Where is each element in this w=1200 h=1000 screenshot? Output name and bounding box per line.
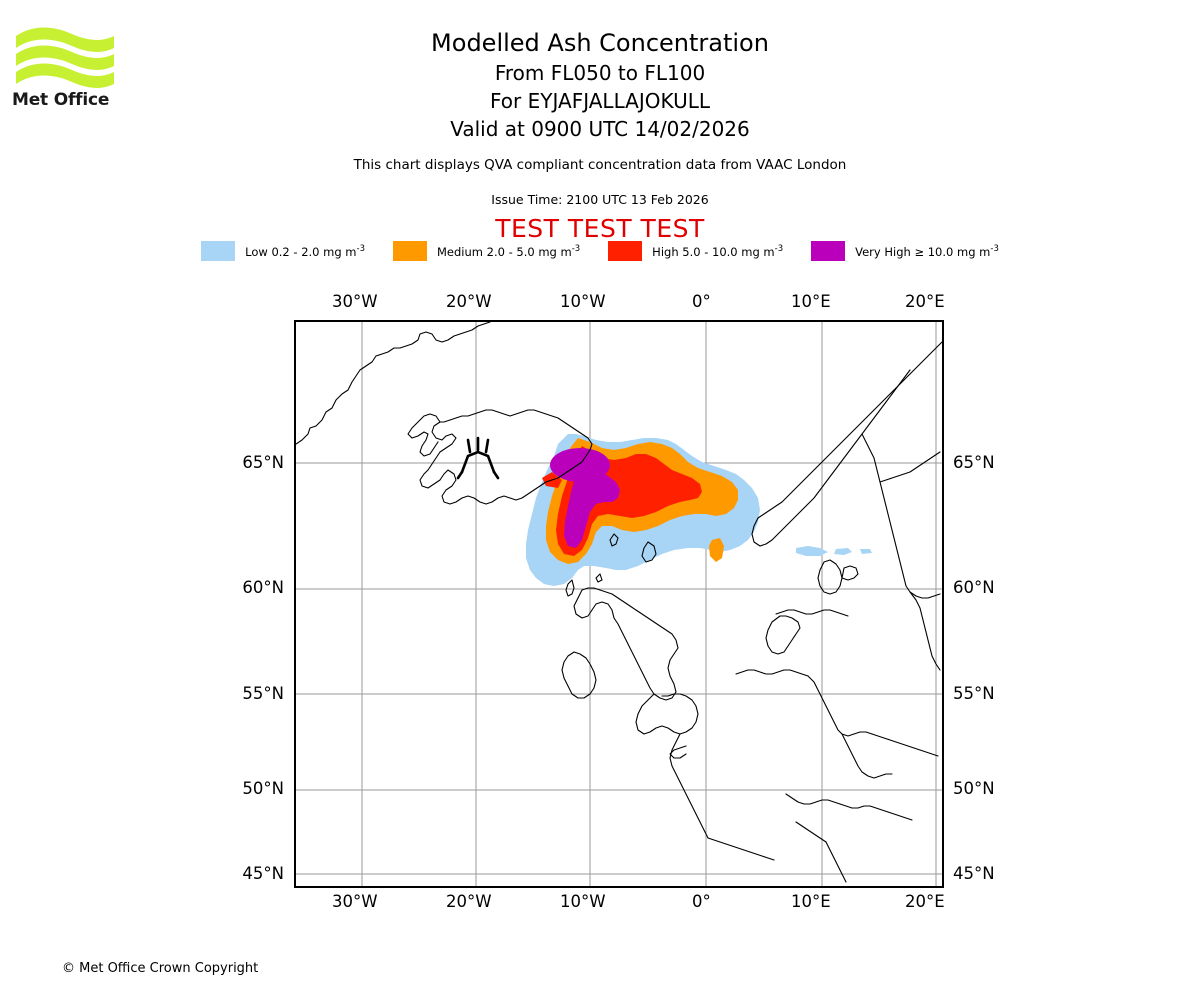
coastline-italy-north	[795, 821, 827, 843]
met-office-wave-logo	[16, 27, 114, 88]
border-germany	[807, 675, 873, 737]
lat-label-right-45: 45°N	[953, 864, 995, 883]
legend-item-medium: Medium 2.0 - 5.0 mg m-3	[392, 241, 581, 261]
coastline-scandinavia-south	[879, 451, 941, 483]
lon-label-bottom-3: 0°	[692, 892, 711, 911]
test-banner: TEST TEST TEST	[495, 214, 705, 243]
coastline-ireland	[561, 651, 597, 699]
ash-streak-east	[796, 546, 828, 556]
border-czech	[841, 733, 893, 779]
coastline-france-south	[707, 837, 775, 861]
met-office-logo	[14, 22, 124, 112]
legend-swatch-low	[201, 241, 236, 261]
ash-patch-orange-se	[709, 538, 724, 562]
lon-label-top-5: 20°E	[905, 292, 945, 311]
brand-name: Met Office	[12, 90, 110, 110]
graticule-grid	[296, 322, 942, 886]
lon-label-top-3: 0°	[692, 292, 711, 311]
chart-title-block: Modelled Ash Concentration From FL050 to…	[0, 28, 1200, 143]
coastline-continental-nw	[775, 609, 849, 617]
lat-label-right-60: 60°N	[953, 578, 995, 597]
legend-item-high: High 5.0 - 10.0 mg m-3	[608, 241, 783, 261]
coastlines	[296, 322, 942, 883]
coastline-iceland-westfjords	[407, 413, 441, 457]
page-title: Modelled Ash Concentration	[431, 29, 769, 57]
coastline-scotland	[573, 587, 679, 701]
lat-label-right-50: 50°N	[953, 779, 995, 798]
lat-label-left-50: 50°N	[242, 779, 284, 798]
lon-label-bottom-2: 10°W	[560, 892, 606, 911]
coastline-denmark	[817, 559, 843, 595]
coastline-shetland	[609, 533, 619, 547]
border-austria-hungary	[851, 805, 913, 821]
lat-label-right-65: 65°N	[953, 453, 995, 472]
lon-label-bottom-1: 20°W	[446, 892, 492, 911]
lon-label-bottom-5: 20°E	[905, 892, 945, 911]
legend-swatch-medium	[392, 241, 427, 261]
legend-label-high: High 5.0 - 10.0 mg m-3	[652, 243, 784, 259]
ash-streak-east-2	[834, 548, 852, 555]
coastline-adriatic	[825, 841, 847, 883]
lon-label-top-0: 30°W	[332, 292, 378, 311]
map-canvas	[296, 322, 942, 886]
lon-label-top-2: 10°W	[560, 292, 606, 311]
coastline-iceland	[419, 409, 593, 505]
coastline-norway-coast-inner	[751, 369, 911, 547]
coastline-hebrides	[565, 579, 575, 597]
volcano-icon	[456, 436, 500, 480]
lat-label-left-60: 60°N	[242, 578, 284, 597]
map-frame	[294, 320, 944, 888]
ash-plume-contours	[526, 434, 872, 586]
coastline-belgium-france-n	[735, 669, 809, 677]
lon-label-bottom-4: 10°E	[791, 892, 831, 911]
legend-item-low: Low 0.2 - 2.0 mg m-3	[201, 241, 365, 261]
legend-label-medium: Medium 2.0 - 5.0 mg m-3	[436, 243, 581, 259]
lon-label-top-4: 10°E	[791, 292, 831, 311]
volcano-name-line: For EYJAFJALLAJOKULL	[490, 89, 710, 113]
border-poland	[871, 733, 939, 757]
issue-time: Issue Time: 2100 UTC 13 Feb 2026	[491, 192, 709, 207]
qva-note: This chart displays QVA compliant concen…	[353, 157, 847, 173]
coastline-sweden-baltic	[861, 433, 941, 599]
coastline-france-brittany	[669, 745, 687, 759]
legend-label-low: Low 0.2 - 2.0 mg m-3	[245, 243, 365, 259]
coastline-great-britain	[641, 541, 657, 563]
coastline-greenland	[296, 322, 491, 445]
lat-label-left-55: 55°N	[242, 684, 284, 703]
legend-item-very-high: Very High ≥ 10.0 mg m-3	[811, 241, 999, 261]
coastline-orkney	[595, 573, 603, 583]
concentration-legend: Low 0.2 - 2.0 mg m-3 Medium 2.0 - 5.0 mg…	[0, 241, 1200, 261]
coastline-france-west	[669, 733, 709, 839]
coastline-baltic-east	[909, 591, 941, 671]
border-alps	[785, 793, 853, 809]
coastline-england-wales	[635, 693, 699, 735]
lat-label-left-45: 45°N	[242, 864, 284, 883]
lon-label-top-1: 20°W	[446, 292, 492, 311]
ash-streak-east-3	[860, 549, 872, 554]
lat-label-left-65: 65°N	[242, 453, 284, 472]
coastline-norway	[757, 341, 942, 519]
ash-concentration-map[interactable]	[294, 320, 944, 888]
valid-time-line: Valid at 0900 UTC 14/02/2026	[450, 117, 750, 141]
flight-level-line: From FL050 to FL100	[494, 61, 706, 85]
copyright-text: © Met Office Crown Copyright	[62, 961, 259, 976]
legend-label-very-high: Very High ≥ 10.0 mg m-3	[855, 243, 999, 259]
coastline-netherlands	[765, 615, 801, 655]
legend-swatch-high	[608, 241, 643, 261]
lat-label-right-55: 55°N	[953, 684, 995, 703]
lon-label-bottom-0: 30°W	[332, 892, 378, 911]
coastline-jutland-east	[841, 565, 859, 581]
legend-swatch-very-high	[811, 241, 846, 261]
